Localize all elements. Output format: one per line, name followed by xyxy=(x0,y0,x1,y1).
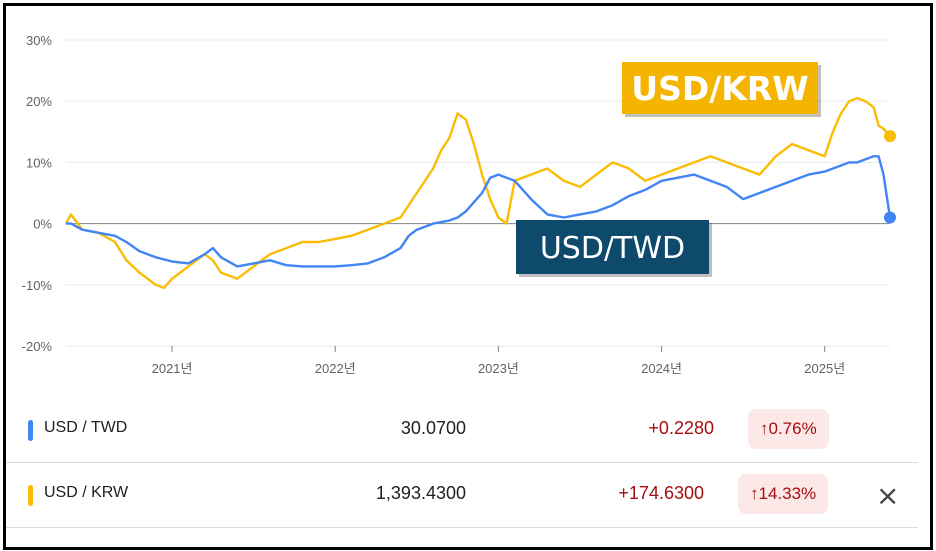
arrow-up-icon: ↑ xyxy=(760,419,769,438)
change-percent-badge: ↑14.33% xyxy=(738,474,829,514)
change-percent: 14.33% xyxy=(758,484,817,503)
callout-box xyxy=(622,62,818,114)
pair-name: USD / TWD xyxy=(44,419,128,436)
currency-chart: 30% 20% 10% 0% -10% -20% 2021년 2022년 2023년 2024년… xyxy=(22,33,896,376)
y-tick-label: 30% xyxy=(26,33,52,48)
x-axis: 2021년 2022년 2023년 2024년 2025년 xyxy=(152,346,845,376)
price-value: 1,393.4300 xyxy=(375,483,466,503)
series-swatch-twd xyxy=(28,420,33,441)
callout-box xyxy=(516,220,709,274)
y-tick-label: 0% xyxy=(33,217,52,232)
change-value: +174.6300 xyxy=(618,483,704,503)
y-tick-label: 20% xyxy=(26,94,52,109)
series-line-usd-krw xyxy=(64,96,891,290)
y-tick-label: -20% xyxy=(22,339,53,354)
change-percent: 0.76% xyxy=(768,419,817,438)
table-row-usd-krw[interactable]: USD / KRW 1,393.4300 +174.6300 ↑14.33% × xyxy=(6,463,918,528)
callout-layer: USD/KRW USD/TWD xyxy=(516,62,821,277)
series-end-point xyxy=(884,130,896,143)
price-value: 30.0700 xyxy=(400,418,466,438)
table-row-usd-twd[interactable]: USD / TWD 30.0700 +0.2280 ↑0.76% xyxy=(6,398,918,463)
callout-label: USD/KRW xyxy=(631,69,808,108)
arrow-up-icon: ↑ xyxy=(750,484,759,503)
series-swatch-krw xyxy=(28,485,33,506)
x-tick-label: 2023년 xyxy=(478,361,519,376)
x-tick-label: 2022년 xyxy=(315,361,356,376)
x-tick-label: 2025년 xyxy=(804,361,845,376)
series-line-usd-twd xyxy=(66,155,892,268)
y-tick-label: -10% xyxy=(22,278,53,293)
change-value: +0.2280 xyxy=(648,418,714,438)
close-icon[interactable]: × xyxy=(876,479,900,512)
series-layer xyxy=(64,96,896,290)
series-end-point xyxy=(884,211,896,224)
callout-label: USD/TWD xyxy=(540,231,685,266)
change-percent-badge: ↑0.76% xyxy=(748,409,829,449)
x-tick-label: 2024년 xyxy=(641,361,682,376)
x-tick-label: 2021년 xyxy=(152,361,193,376)
pair-name: USD / KRW xyxy=(44,484,129,501)
y-tick-label: 10% xyxy=(26,155,52,170)
